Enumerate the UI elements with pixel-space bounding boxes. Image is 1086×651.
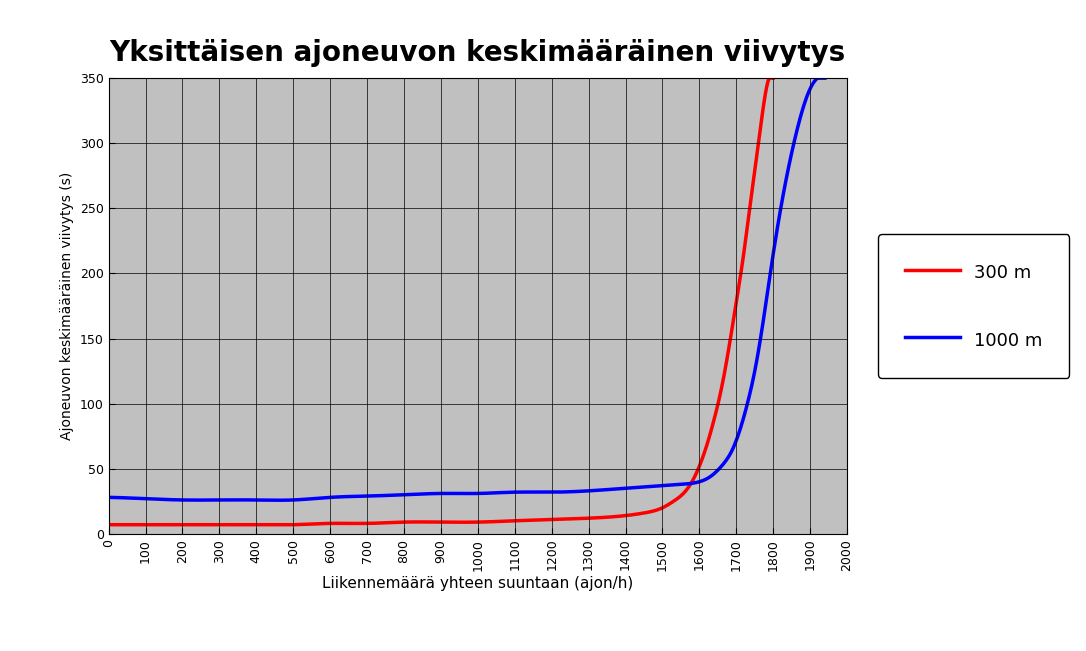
1000 m (491, 489, 504, 497)
Legend: 300 m, 1000 m: 300 m, 1000 m (879, 234, 1070, 378)
300 m (648, 506, 661, 514)
300 m (498, 518, 512, 525)
300 m (424, 518, 437, 526)
Y-axis label: Ajoneuvon keskimääräinen viivytys (s): Ajoneuvon keskimääräinen viivytys (s) (61, 172, 74, 440)
1000 m (811, 74, 824, 82)
300 m (102, 521, 115, 529)
300 m (463, 518, 476, 526)
1000 m (102, 493, 115, 501)
Title: Yksittäisen ajoneuvon keskimääräinen viivytys: Yksittäisen ajoneuvon keskimääräinen vii… (110, 40, 846, 68)
300 m (273, 521, 286, 529)
1000 m (819, 74, 832, 82)
1000 m (691, 478, 704, 486)
1000 m (530, 488, 543, 496)
300 m (753, 139, 766, 146)
1000 m (449, 490, 462, 497)
1000 m (444, 490, 457, 497)
300 m (767, 74, 780, 82)
300 m (419, 518, 432, 526)
1000 m (803, 87, 816, 95)
Line: 1000 m: 1000 m (109, 78, 825, 500)
Line: 300 m: 300 m (109, 78, 773, 525)
X-axis label: Liikennemäärä yhteen suuntaan (ajon/h): Liikennemäärä yhteen suuntaan (ajon/h) (323, 576, 633, 591)
300 m (762, 74, 775, 82)
1000 m (273, 496, 286, 504)
